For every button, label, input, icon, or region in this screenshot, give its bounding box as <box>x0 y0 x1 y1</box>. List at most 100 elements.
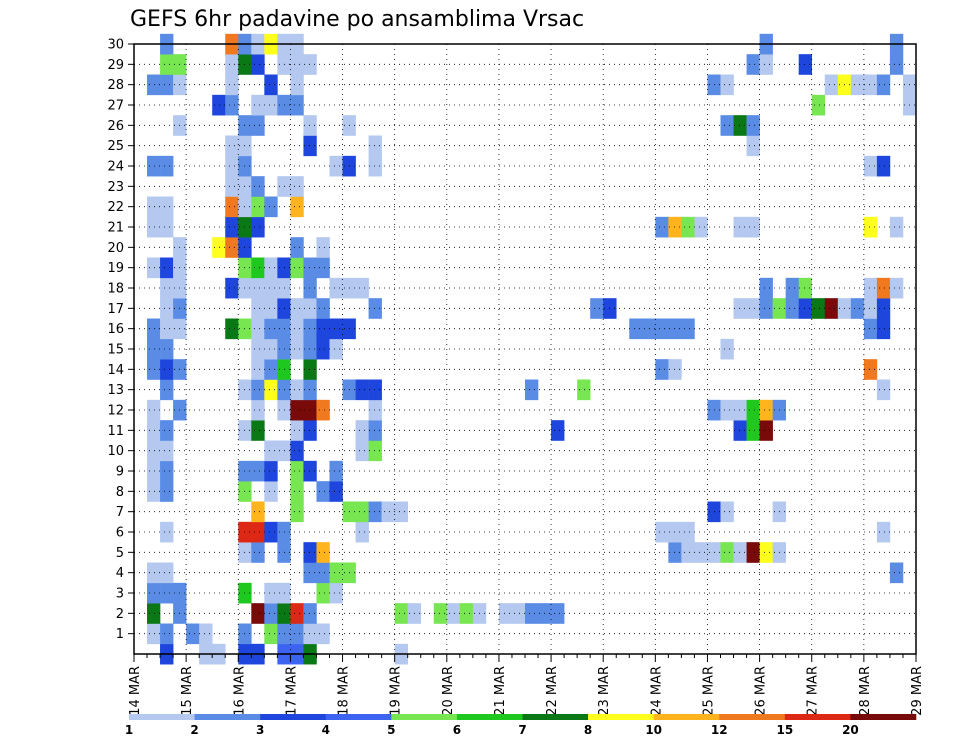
heatmap-cell <box>655 359 669 380</box>
heatmap-cell <box>225 94 239 116</box>
heatmap-cell <box>160 338 174 360</box>
heatmap-cell <box>368 440 382 462</box>
y-tick-label: 10 <box>107 444 124 459</box>
colorbar-swatch <box>325 714 392 720</box>
x-tick-label: 15 MAR <box>180 666 195 716</box>
heatmap-cell <box>160 623 174 645</box>
heatmap-cell <box>290 338 304 360</box>
x-tick-label: 16 MAR <box>232 666 247 716</box>
chart-title: GEFS 6hr padavine po ansamblima Vrsac <box>130 7 584 32</box>
heatmap-cell <box>303 298 317 319</box>
heatmap-cell <box>720 74 734 96</box>
y-tick-label: 14 <box>107 363 124 378</box>
heatmap-cell <box>681 542 695 563</box>
heatmap-cell <box>525 603 539 624</box>
colorbar-swatch <box>194 714 261 720</box>
heatmap-cell <box>863 277 878 299</box>
heatmap-cell <box>863 74 878 96</box>
y-tick-label: 9 <box>116 465 124 480</box>
heatmap-cell <box>147 74 161 96</box>
heatmap-cell <box>876 155 891 177</box>
heatmap-cell <box>303 399 317 421</box>
heatmap-cell <box>251 379 265 401</box>
y-tick-label: 26 <box>107 119 124 134</box>
heatmap-cell <box>694 542 708 563</box>
x-tick-label: 18 MAR <box>337 666 352 716</box>
heatmap-cell <box>264 379 278 401</box>
heatmap-cell <box>329 338 343 360</box>
heatmap-cell <box>720 501 734 523</box>
heatmap-cell <box>225 135 239 157</box>
x-tick-label: 27 MAR <box>806 666 821 716</box>
heatmap-cell <box>160 257 174 279</box>
heatmap-cell <box>863 216 878 238</box>
heatmap-cell <box>355 420 369 441</box>
y-tick-label: 29 <box>107 58 124 73</box>
heatmap-cell <box>876 277 891 299</box>
heatmap-cell <box>303 115 317 136</box>
heatmap-cell <box>681 521 695 543</box>
heatmap-cell <box>160 318 174 340</box>
heatmap-cell <box>264 603 278 624</box>
heatmap-cell <box>264 359 278 380</box>
heatmap-cell <box>303 135 317 157</box>
heatmap-cell <box>668 318 682 340</box>
heatmap-cell <box>264 440 278 462</box>
heatmap-cell <box>303 257 317 279</box>
heatmap-cell <box>850 74 865 96</box>
heatmap-cell <box>264 94 278 116</box>
heatmap-cell <box>225 196 239 218</box>
heatmap-cell <box>264 257 278 279</box>
heatmap-cell <box>251 54 265 75</box>
heatmap-cell <box>316 257 330 279</box>
heatmap-cell <box>212 94 226 116</box>
x-tick-label: 17 MAR <box>284 666 299 716</box>
y-tick-label: 18 <box>107 282 124 297</box>
heatmap-cell <box>368 420 382 441</box>
heatmap-cell <box>303 359 317 380</box>
y-tick-label: 20 <box>107 241 124 256</box>
heatmap-cell <box>876 298 891 319</box>
heatmap-cell <box>290 379 304 401</box>
heatmap-cell <box>720 338 734 360</box>
heatmap-cell <box>655 318 669 340</box>
heatmap-cell <box>889 54 904 75</box>
heatmap-cell <box>251 542 265 563</box>
heatmap-cell <box>446 603 461 624</box>
heatmap-cell <box>160 460 174 482</box>
heatmap-cell <box>303 318 317 340</box>
x-axis: 14 MAR 15 MAR 16 MAR 17 MAR 18 MAR 19 MAR 20 M… <box>128 654 925 716</box>
heatmap-cell <box>720 399 734 421</box>
heatmap-cell <box>147 562 161 584</box>
heatmap-cells <box>147 33 917 665</box>
x-tick-label: 25 MAR <box>701 666 716 716</box>
heatmap-cell <box>303 338 317 360</box>
heatmap-cell <box>759 420 773 441</box>
heatmap-cell <box>264 623 278 645</box>
heatmap-cell <box>147 603 161 624</box>
colorbar-swatch <box>653 714 720 720</box>
heatmap-cell <box>147 460 161 482</box>
colorbar-label: 7 <box>518 723 526 737</box>
heatmap-cell <box>720 115 734 136</box>
heatmap-cell <box>225 237 239 258</box>
heatmap-cell <box>290 399 304 421</box>
heatmap-cell <box>160 379 174 401</box>
heatmap-cell <box>290 501 304 523</box>
heatmap-cell <box>655 521 669 543</box>
heatmap-cell <box>668 216 682 238</box>
heatmap-cell <box>876 379 891 401</box>
heatmap-cell <box>668 521 682 543</box>
heatmap-cell <box>303 603 317 624</box>
heatmap-cell <box>746 420 760 441</box>
colorbar-label: 12 <box>711 723 728 737</box>
heatmap-cell <box>759 542 773 563</box>
heatmap-cell <box>798 54 813 75</box>
colorbar: 1 2 3 4 5 6 7 8 10 12 15 20 <box>125 714 917 737</box>
heatmap-cell <box>876 318 891 340</box>
heatmap-cell <box>668 542 682 563</box>
heatmap-cell <box>147 399 161 421</box>
x-tick-label: 21 MAR <box>493 666 508 716</box>
heatmap-cell <box>329 582 343 604</box>
